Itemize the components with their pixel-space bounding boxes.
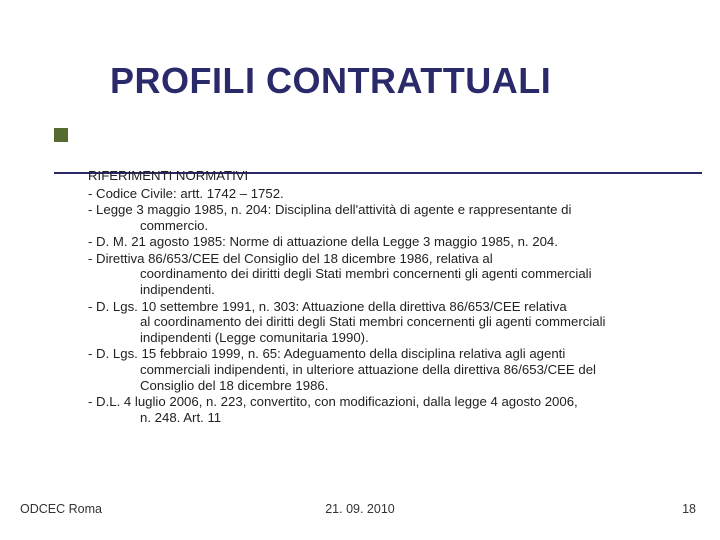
- section-heading: RIFERIMENTI NORMATIVI: [88, 168, 680, 184]
- list-item: - D. M. 21 agosto 1985: Norme di attuazi…: [88, 234, 680, 250]
- list-item-cont: al coordinamento dei diritti degli Stati…: [98, 314, 680, 330]
- list-item: - Direttiva 86/653/CEE del Consiglio del…: [88, 251, 680, 298]
- list-item: - D. Lgs. 10 settembre 1991, n. 303: Att…: [88, 299, 680, 346]
- list-item-cont: n. 248. Art. 11: [98, 410, 680, 426]
- list-item-cont: indipendenti.: [98, 282, 680, 298]
- footer-date: 21. 09. 2010: [0, 502, 720, 516]
- list-item: - Codice Civile: artt. 1742 – 1752.: [88, 186, 680, 202]
- list-item-text: - Direttiva 86/653/CEE del Consiglio del…: [88, 251, 493, 266]
- list-item-text: - Legge 3 maggio 1985, n. 204: Disciplin…: [88, 202, 571, 217]
- list-item-text: - Codice Civile: artt. 1742 – 1752.: [88, 186, 284, 201]
- body: RIFERIMENTI NORMATIVI - Codice Civile: a…: [88, 168, 680, 426]
- list-item-text: - D.L. 4 luglio 2006, n. 223, convertito…: [88, 394, 578, 409]
- list-item-cont: commerciali indipendenti, in ulteriore a…: [98, 362, 680, 378]
- title-bullet: [54, 128, 68, 142]
- list-item: - D.L. 4 luglio 2006, n. 223, convertito…: [88, 394, 680, 425]
- list-item: - Legge 3 maggio 1985, n. 204: Disciplin…: [88, 202, 680, 233]
- list-item-text: - D. Lgs. 10 settembre 1991, n. 303: Att…: [88, 299, 567, 314]
- header: PROFILI CONTRATTUALI: [0, 60, 720, 102]
- list-item-text: - D. M. 21 agosto 1985: Norme di attuazi…: [88, 234, 558, 249]
- list-item-cont: indipendenti (Legge comunitaria 1990).: [98, 330, 680, 346]
- list-item-cont: Consiglio del 18 dicembre 1986.: [98, 378, 680, 394]
- slide-number: 18: [682, 502, 696, 516]
- list-item-cont: coordinamento dei diritti degli Stati me…: [98, 266, 680, 282]
- slide-title: PROFILI CONTRATTUALI: [0, 60, 720, 102]
- list-item: - D. Lgs. 15 febbraio 1999, n. 65: Adegu…: [88, 346, 680, 393]
- list-item-cont: commercio.: [98, 218, 680, 234]
- footer: ODCEC Roma 21. 09. 2010 18: [0, 502, 720, 522]
- list-item-text: - D. Lgs. 15 febbraio 1999, n. 65: Adegu…: [88, 346, 565, 361]
- slide: PROFILI CONTRATTUALI RIFERIMENTI NORMATI…: [0, 0, 720, 540]
